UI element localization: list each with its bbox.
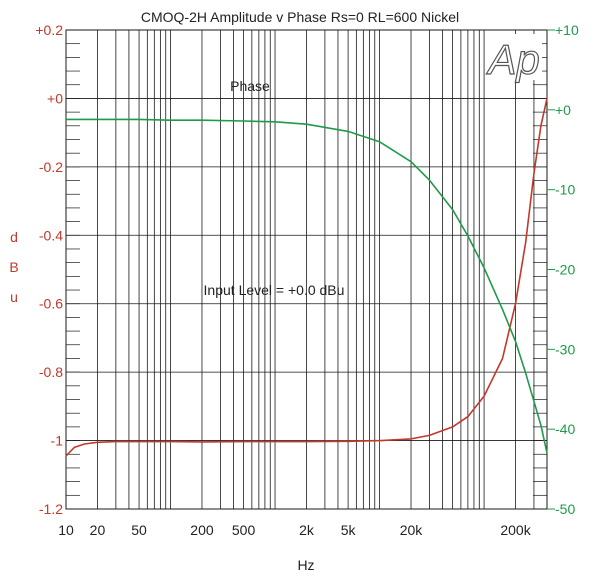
left-axis-label-letter: u: [10, 289, 18, 305]
left-tick-label: -0.8: [39, 364, 63, 380]
right-tick-label: -40: [555, 421, 575, 437]
right-tick-label: +0: [555, 102, 571, 118]
left-tick-label: +0.2: [35, 22, 63, 38]
x-tick-label: 20k: [400, 522, 424, 538]
left-tick-label: -0.4: [39, 227, 63, 243]
phase-series-line: [66, 118, 548, 454]
input-level-annotation: Input Level = +0.0 dBu: [204, 282, 345, 298]
x-tick-label: 10: [58, 522, 74, 538]
left-tick-label: -0.2: [39, 159, 63, 175]
x-tick-label: 500: [232, 522, 256, 538]
left-axis-label: dBu: [9, 229, 18, 305]
x-tick-label: 20: [90, 522, 106, 538]
right-tick-label: +10: [555, 22, 579, 38]
right-tick-label: -10: [555, 182, 575, 198]
x-tick-label: 2k: [299, 522, 315, 538]
x-tick-label: 200k: [500, 522, 531, 538]
x-axis-label: Hz: [297, 557, 314, 573]
left-axis-label-letter: B: [9, 259, 18, 275]
left-tick-label: -1: [51, 433, 64, 449]
left-tick-label: -1.2: [39, 501, 63, 517]
x-tick-label: 5k: [341, 522, 357, 538]
right-tick-label: -20: [555, 262, 575, 278]
x-tick-label: 50: [131, 522, 147, 538]
left-axis-ticks: +0.2 +0 -0.2 -0.4 -0.6 -0.8 -1 -1.2: [35, 22, 63, 517]
svg-text:Ap: Ap: [485, 36, 539, 83]
ap-logo: Ap: [485, 34, 542, 84]
chart-title: CMOQ-2H Amplitude v Phase Rs=0 RL=600 Ni…: [141, 9, 459, 25]
grid: [66, 29, 547, 510]
left-axis-label-letter: d: [10, 229, 18, 245]
x-tick-label: 200: [190, 522, 214, 538]
x-axis-ticks: 10 20 50 200 500 2k 5k 20k 200k: [58, 522, 532, 538]
right-tick-label: -30: [555, 341, 575, 357]
left-tick-label: +0: [47, 90, 63, 106]
phase-annotation: Phase: [230, 78, 270, 94]
right-tick-label: -50: [555, 501, 575, 517]
series-group: [65, 98, 548, 457]
amplitude-series-line: [65, 98, 548, 457]
left-tick-label: -0.6: [39, 296, 63, 312]
right-axis-ticks: +10 +0 -10 -20 -30 -40 -50: [547, 22, 579, 517]
